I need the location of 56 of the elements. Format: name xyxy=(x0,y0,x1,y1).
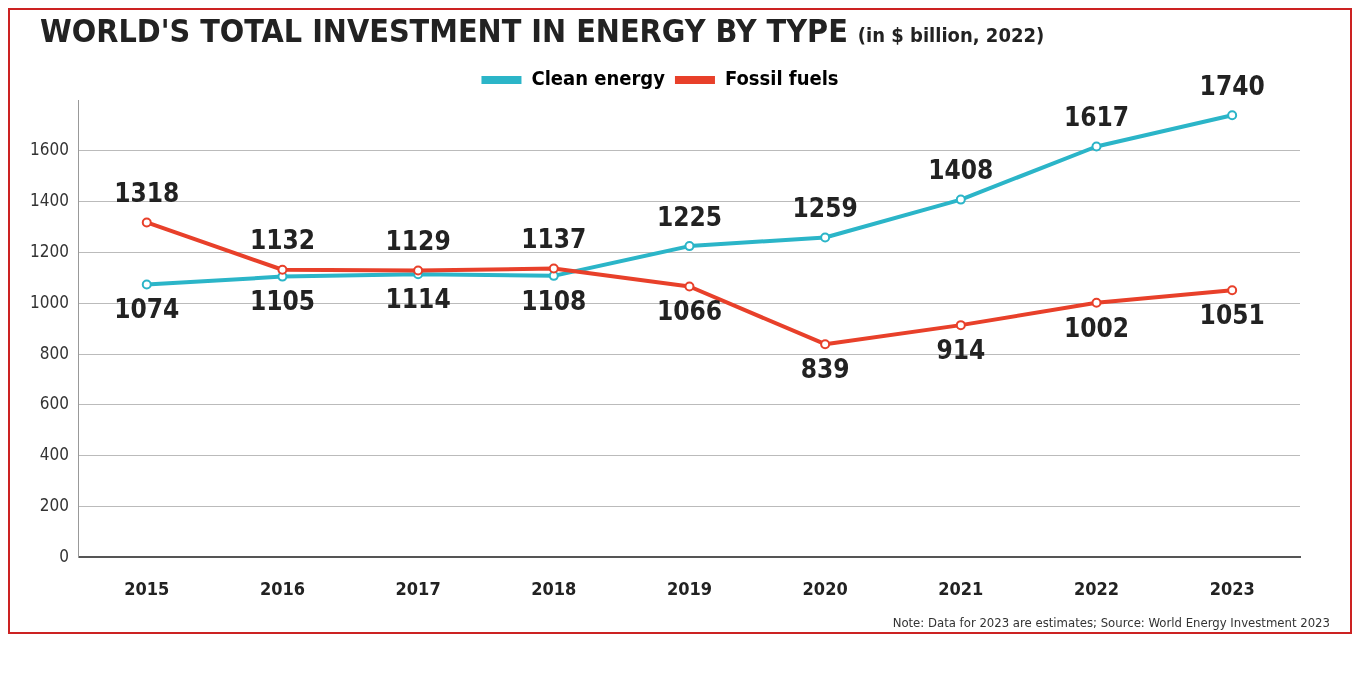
data-label: 1225 xyxy=(656,201,723,232)
data-label: 1617 xyxy=(1063,102,1130,133)
y-tick-label: 600 xyxy=(39,393,69,414)
point xyxy=(820,232,831,243)
point xyxy=(1227,285,1238,296)
x-tick-label: 2021 xyxy=(938,577,984,599)
data-label: 1114 xyxy=(385,284,451,315)
x-tick-label: 2015 xyxy=(124,577,170,599)
y-tick-label: 1400 xyxy=(29,190,69,211)
y-tick-label: 200 xyxy=(39,495,69,515)
data-label: 1132 xyxy=(249,225,315,256)
data-label: 1137 xyxy=(521,224,587,255)
x-tick-label: 2020 xyxy=(802,577,848,599)
x-tick-label: 2018 xyxy=(531,577,577,599)
y-tick-label: 800 xyxy=(39,342,69,363)
chart-title: WORLD'S TOTAL INVESTMENT IN ENERGY BY TYPE xyxy=(40,12,848,50)
point xyxy=(1227,110,1238,121)
data-label: 1002 xyxy=(1063,312,1130,343)
point xyxy=(548,263,559,274)
point xyxy=(277,264,288,275)
data-label: 1074 xyxy=(114,294,180,325)
x-tick-label: 2017 xyxy=(395,577,441,599)
y-tick-label: 400 xyxy=(39,444,69,465)
x-tick-label: 2022 xyxy=(1073,577,1120,599)
legend-label: Fossil fuels xyxy=(724,66,839,91)
chart-subtitle: (in $ billion, 2022) xyxy=(857,23,1045,47)
y-tick-label: 1000 xyxy=(29,291,69,312)
point xyxy=(141,217,152,228)
point xyxy=(141,279,152,290)
data-label: 1408 xyxy=(928,155,994,186)
point xyxy=(955,320,966,331)
x-tick-label: 2016 xyxy=(259,577,305,599)
data-label: 1259 xyxy=(792,193,858,224)
data-label: 914 xyxy=(936,334,986,365)
data-label: 839 xyxy=(800,353,850,384)
x-tick-label: 2023 xyxy=(1209,577,1255,599)
y-tick-label: 0 xyxy=(59,545,69,566)
point xyxy=(684,241,695,252)
data-label: 1105 xyxy=(249,286,315,317)
y-tick-label: 1600 xyxy=(29,139,69,160)
legend-label: Clean energy xyxy=(531,66,666,91)
data-label: 1740 xyxy=(1199,71,1265,101)
y-tick-label: 1200 xyxy=(29,240,69,261)
point xyxy=(413,265,424,276)
point xyxy=(1091,141,1102,152)
data-label: 1129 xyxy=(385,226,451,257)
point xyxy=(955,194,966,205)
data-label: 1108 xyxy=(521,285,587,316)
data-label: 1051 xyxy=(1199,300,1265,331)
data-label: 1066 xyxy=(656,296,723,327)
point xyxy=(820,339,831,350)
data-label: 1318 xyxy=(114,178,180,209)
point xyxy=(684,281,695,292)
text: Note: Data for 2023 are estimates; Source: World Energy Investment 2023 xyxy=(891,615,1331,630)
point xyxy=(1091,297,1102,308)
x-tick-label: 2019 xyxy=(666,577,712,599)
